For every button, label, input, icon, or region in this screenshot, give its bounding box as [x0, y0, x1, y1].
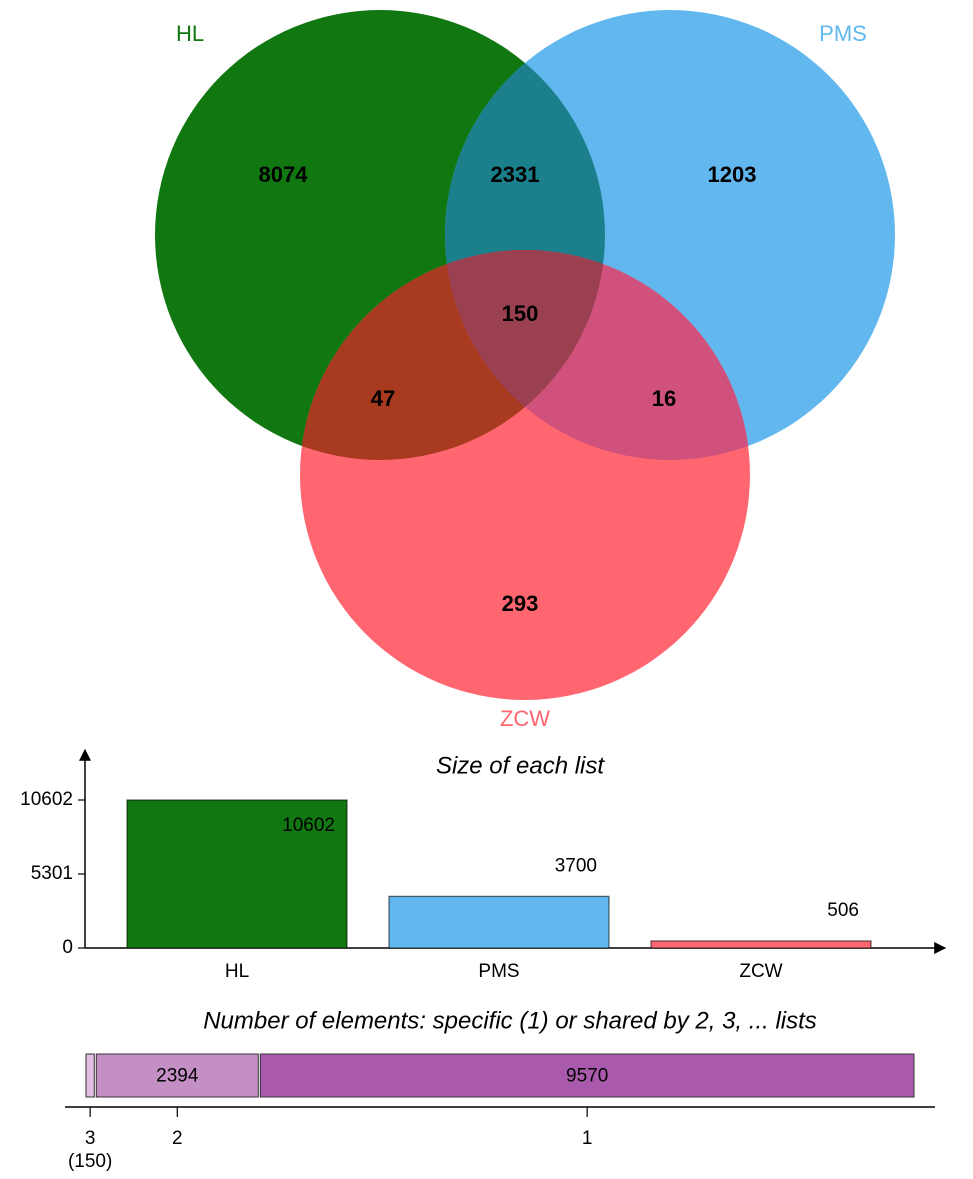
value-label: 506	[827, 900, 859, 921]
x-tick-label: ZCW	[739, 961, 782, 982]
region-count: 293	[502, 591, 539, 616]
region-count: 47	[371, 386, 395, 411]
category-label: 2	[172, 1128, 183, 1149]
x-tick-label: HL	[225, 961, 249, 982]
stacked-bar-chart: Number of elements: specific (1) or shar…	[65, 1007, 935, 1172]
category-label: 1	[582, 1128, 593, 1149]
segment-label: 9570	[566, 1066, 608, 1087]
segment	[85, 1053, 95, 1098]
chart-title: Size of each list	[436, 752, 605, 779]
value-label: 3700	[555, 855, 597, 876]
category-label: 3	[85, 1128, 96, 1149]
segment	[95, 1053, 259, 1098]
y-tick-label: 10602	[20, 789, 73, 810]
venn-diagram: HL PMS ZCW 8074 2331 1203 150 47 16 293	[155, 10, 895, 731]
set-label: PMS	[819, 21, 867, 46]
y-tick-label: 0	[62, 937, 73, 958]
chart-title: Number of elements: specific (1) or shar…	[203, 1007, 817, 1034]
region-count: 1203	[708, 162, 757, 187]
segment-label: 2394	[156, 1066, 199, 1087]
bar	[126, 799, 348, 949]
region-count: 16	[652, 386, 676, 411]
bar-chart: Size of each list 0 5301 10602 HL 10602 PMS 370…	[20, 748, 947, 982]
overlap	[445, 250, 750, 460]
region-count: 2331	[491, 162, 540, 187]
region-count: 8074	[259, 162, 309, 187]
x-tick-label: PMS	[478, 961, 519, 982]
value-label: 10602	[282, 815, 335, 836]
set-label: HL	[176, 21, 204, 46]
segment-label: (150)	[68, 1151, 112, 1172]
set-label: ZCW	[500, 706, 550, 731]
segment	[259, 1053, 915, 1098]
bar	[388, 895, 610, 949]
y-tick-label: 5301	[31, 863, 73, 884]
region-count: 150	[502, 301, 539, 326]
bar	[650, 940, 872, 949]
overlap	[300, 250, 605, 460]
